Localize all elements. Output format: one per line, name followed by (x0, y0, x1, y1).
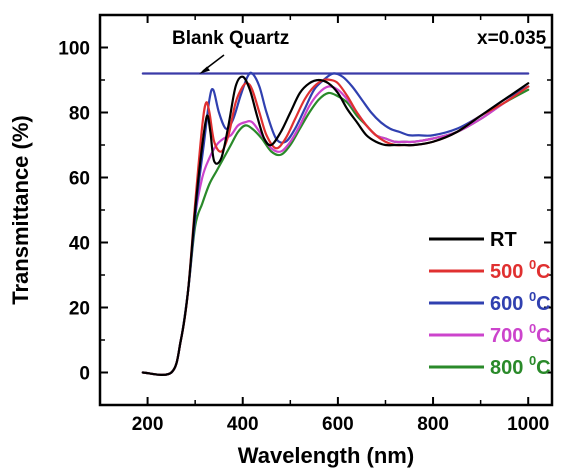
legend-label-sup: 0 (529, 321, 536, 336)
legend-label-sup: 0 (529, 353, 536, 368)
legend-item: 600 0C (429, 289, 551, 315)
legend-item: RT (429, 229, 517, 251)
legend-label-main: 500 (490, 261, 529, 283)
legend-label: 500 0C (490, 257, 551, 283)
y-tick-label: 100 (58, 39, 90, 60)
legend-label-sup: 0 (529, 289, 536, 304)
legend-label-main: 600 (490, 293, 529, 315)
y-tick-label: 40 (69, 234, 90, 255)
legend-label-main: RT (490, 229, 517, 251)
x-tick-label: 600 (322, 414, 354, 435)
y-tick-label: 20 (69, 299, 90, 320)
legend-label-unit: C (536, 325, 550, 347)
legend-label-main: 700 (490, 325, 529, 347)
legend-label-sup: 0 (529, 257, 536, 272)
annotation-composition: x=0.035 (477, 28, 547, 49)
legend-label-unit: C (536, 261, 550, 283)
x-tick-label: 800 (417, 414, 449, 435)
legend-label-unit: C (536, 293, 550, 315)
legend-label: RT (490, 229, 517, 251)
y-tick-label: 60 (69, 169, 90, 190)
series-line-700-c (141, 85, 530, 376)
x-tick-label: 200 (132, 414, 164, 435)
y-axis-label: Transmittance (%) (8, 115, 33, 305)
legend-label: 600 0C (490, 289, 551, 315)
annotation-blank-quartz: Blank Quartz (172, 28, 289, 49)
series-line-600-c (141, 71, 530, 376)
legend-label: 800 0C (490, 353, 551, 379)
legend-label: 700 0C (490, 321, 551, 347)
series-line-rt (141, 75, 530, 376)
y-tick-label: 0 (79, 364, 90, 385)
x-tick-label: 1000 (507, 414, 549, 435)
legend-item: 700 0C (429, 321, 551, 347)
legend-label-unit: C (536, 357, 550, 379)
axis-ticks: 200 400 600 800 1000 0 20 40 60 80 100 (58, 14, 552, 435)
x-axis-label: Wavelength (nm) (238, 443, 414, 468)
annotation-arrowhead (199, 66, 210, 74)
y-tick-label: 80 (69, 104, 90, 125)
x-tick-label: 400 (227, 414, 259, 435)
legend-item: 800 0C (429, 353, 551, 379)
legend-item: 500 0C (429, 257, 551, 283)
series-lines (141, 71, 530, 376)
legend-label-main: 800 (490, 357, 529, 379)
